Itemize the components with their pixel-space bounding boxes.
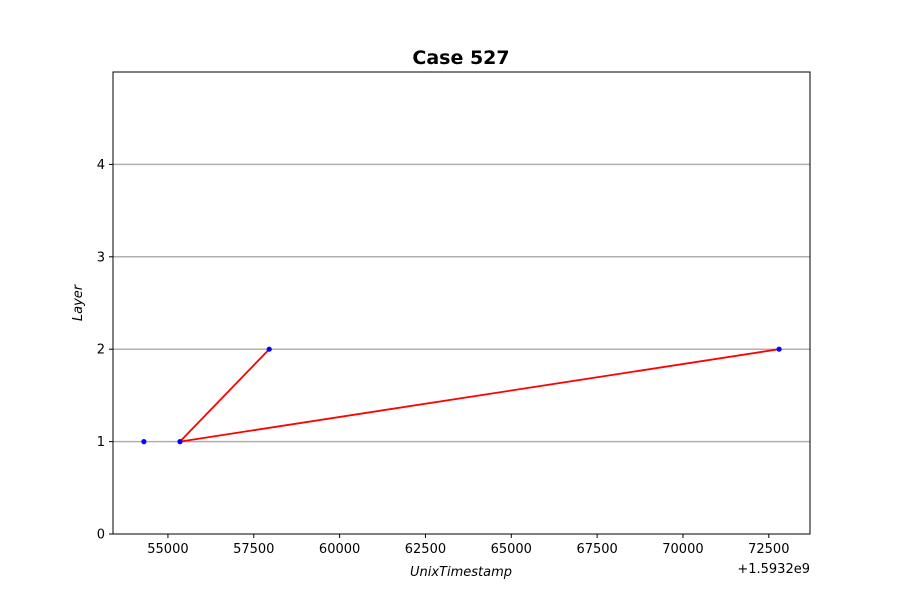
series-segment-0	[179, 348, 270, 443]
y-axis-label: Layer	[71, 283, 86, 321]
chart-title: Case 527	[412, 47, 509, 69]
x-axis-ticks: 55000 57500 60000 62500 65000 67500 70000 72500	[147, 534, 789, 557]
x-tick-label-7: 72500	[748, 542, 789, 557]
x-tick-label-2: 60000	[319, 542, 360, 557]
x-tick-label-0: 55000	[147, 542, 188, 557]
data-point-0	[141, 439, 147, 445]
y-tick-label-1: 1	[97, 435, 105, 450]
y-tick-label-2: 2	[97, 343, 105, 358]
x-axis-label: UnixTimestamp	[410, 565, 512, 580]
data-point-2	[266, 346, 272, 352]
y-tick-label-3: 3	[97, 250, 105, 265]
y-axis-ticks: 0 1 2 3 4	[97, 158, 113, 543]
series-layer	[141, 346, 782, 445]
y-tick-label-4: 4	[97, 158, 105, 173]
plot-frame	[112, 71, 811, 535]
grid-layer	[113, 163, 810, 443]
x-tick-label-6: 70000	[662, 542, 703, 557]
x-axis-offset-label: +1.5932e9	[737, 562, 810, 577]
x-tick-label-1: 57500	[233, 542, 274, 557]
x-tick-label-4: 65000	[491, 542, 532, 557]
y-tick-label-0: 0	[97, 528, 105, 543]
x-tick-label-3: 62500	[405, 542, 446, 557]
series-segment-1	[179, 348, 780, 443]
data-point-3	[776, 346, 782, 352]
x-tick-label-5: 67500	[576, 542, 617, 557]
data-point-1	[177, 439, 183, 445]
